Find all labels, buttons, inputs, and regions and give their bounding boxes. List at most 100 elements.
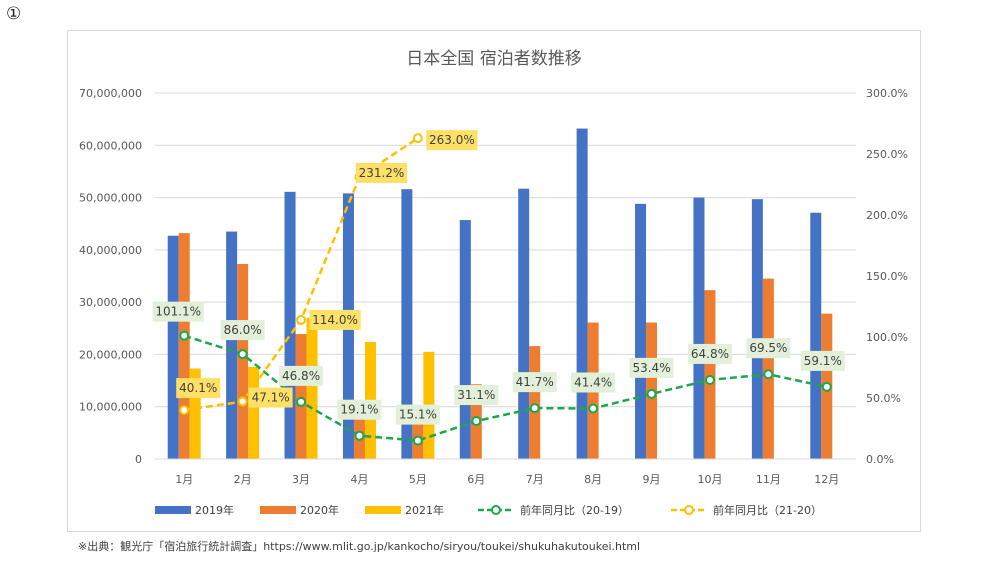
bar-2019年 xyxy=(518,188,530,459)
bar-2019年 xyxy=(576,128,588,459)
y-right-tick-label: 0.0% xyxy=(866,453,894,466)
bar-2019年 xyxy=(693,197,705,460)
line-point xyxy=(763,369,774,380)
data-label-20-19: 41.4% xyxy=(574,375,612,389)
bar-2020年 xyxy=(178,233,190,459)
y-left-tick-label: 60,000,000 xyxy=(79,139,142,152)
line-point xyxy=(704,374,715,385)
data-label-20-19: 19.1% xyxy=(340,403,378,417)
bar-2021年 xyxy=(306,317,318,459)
chart-title: 日本全国 宿泊者数推移 xyxy=(406,49,581,69)
legend-label: 前年同月比（20-19） xyxy=(520,503,629,517)
y-left-tick-label: 20,000,000 xyxy=(79,348,142,361)
line-point xyxy=(354,430,365,441)
bar-2021年 xyxy=(248,366,260,459)
bar-2019年 xyxy=(810,212,822,459)
source-note: ※出典：観光庁「宿泊旅行統計調査」https://www.mlit.go.jp/… xyxy=(78,540,641,553)
line-point xyxy=(296,396,307,407)
y-right-tick-label: 300.0% xyxy=(866,87,908,100)
data-label-20-19: 86.0% xyxy=(224,323,262,337)
bar-2019年 xyxy=(226,231,238,459)
data-label-21-20: 40.1% xyxy=(179,381,217,395)
data-label-20-19-bg xyxy=(571,372,616,393)
bar-2019年 xyxy=(459,220,471,459)
data-label-20-19-bg xyxy=(152,301,204,322)
x-tick-label: 7月 xyxy=(526,473,544,486)
line-point xyxy=(529,403,540,414)
data-label-20-19-bg xyxy=(395,404,440,425)
data-label-20-19: 101.1% xyxy=(155,305,201,319)
y-right-tick-label: 150.0% xyxy=(866,270,908,283)
x-tick-label: 5月 xyxy=(409,473,427,486)
y-left-tick-label: 40,000,000 xyxy=(79,244,142,257)
bar-2019年 xyxy=(751,199,763,459)
x-tick-label: 1月 xyxy=(175,473,193,486)
legend-label: 2019年 xyxy=(195,503,234,517)
bar-2019年 xyxy=(284,191,296,459)
data-label-20-19: 53.4% xyxy=(632,361,670,375)
line-point xyxy=(646,388,657,399)
data-label-20-19-bg xyxy=(337,399,382,420)
figure-number-marker: ① xyxy=(6,4,22,24)
data-label-20-19-bg xyxy=(800,350,845,371)
gridlines xyxy=(155,92,856,408)
x-tick-label: 12月 xyxy=(814,473,839,486)
data-label-20-19: 64.8% xyxy=(691,347,729,361)
bar-2019年 xyxy=(401,189,413,459)
y-right-tick-label: 50.0% xyxy=(866,392,901,405)
y-left-tick-label: 10,000,000 xyxy=(79,401,142,414)
x-tick-label: 3月 xyxy=(292,473,310,486)
bar-2020年 xyxy=(704,290,716,459)
y-left-tick-label: 70,000,000 xyxy=(79,87,142,100)
data-label-21-20-bg xyxy=(176,378,221,399)
data-label-20-19-bg xyxy=(687,343,732,364)
x-tick-label: 2月 xyxy=(234,473,252,486)
line-point xyxy=(296,314,307,325)
data-label-21-20-bg xyxy=(426,130,478,151)
legend-swatch xyxy=(260,506,296,514)
bar-2019年 xyxy=(167,235,179,459)
data-label-21-20-bg xyxy=(309,309,361,330)
data-label-20-19-bg xyxy=(220,320,265,341)
axes: 0 10,000,000 20,000,000 30,000,000 40,000,00… xyxy=(79,87,908,486)
y-right-tick-label: 100.0% xyxy=(866,331,908,344)
y-right-tick-label: 200.0% xyxy=(866,209,908,222)
lines xyxy=(179,133,832,446)
line-point xyxy=(821,381,832,392)
line-point xyxy=(179,405,190,416)
data-label-21-20: 263.0% xyxy=(429,133,475,147)
bar-2019年 xyxy=(635,203,647,459)
data-label-20-19: 15.1% xyxy=(399,408,437,422)
data-label-20-19-bg xyxy=(746,338,791,359)
line-point xyxy=(412,133,423,144)
data-label-21-20: 47.1% xyxy=(252,391,290,405)
data-label-20-19: 46.8% xyxy=(282,369,320,383)
data-label-20-19-bg xyxy=(279,365,324,386)
data-label-20-19: 69.5% xyxy=(749,341,787,355)
x-tick-label: 9月 xyxy=(643,473,661,486)
legend-label: 2020年 xyxy=(300,503,339,517)
legend-swatch xyxy=(155,506,191,514)
data-label-20-19: 31.1% xyxy=(457,388,495,402)
x-tick-label: 10月 xyxy=(697,473,722,486)
bar-2020年 xyxy=(529,346,541,459)
y-right-tick-label: 250.0% xyxy=(866,148,908,161)
data-label-20-19: 59.1% xyxy=(804,354,842,368)
legend: 2019年 2020年 2021年 前年同月比（20-19） 前年同月比（21-20） xyxy=(155,503,822,517)
legend-marker xyxy=(491,505,501,515)
data-label-21-20: 114.0% xyxy=(312,313,358,327)
line-point xyxy=(412,435,423,446)
legend-label: 2021年 xyxy=(405,503,444,517)
data-label-20-19: 41.7% xyxy=(516,375,554,389)
line-point xyxy=(179,330,190,341)
data-label-20-19-bg xyxy=(454,385,499,406)
line-point xyxy=(471,416,482,427)
x-tick-label: 11月 xyxy=(756,473,781,486)
y-left-tick-label: 0 xyxy=(135,453,142,466)
data-label-20-19-bg xyxy=(512,372,557,393)
legend-swatch xyxy=(365,506,401,514)
bars xyxy=(167,128,833,460)
legend-label: 前年同月比（21-20） xyxy=(713,503,822,517)
bar-2021年 xyxy=(189,368,201,459)
